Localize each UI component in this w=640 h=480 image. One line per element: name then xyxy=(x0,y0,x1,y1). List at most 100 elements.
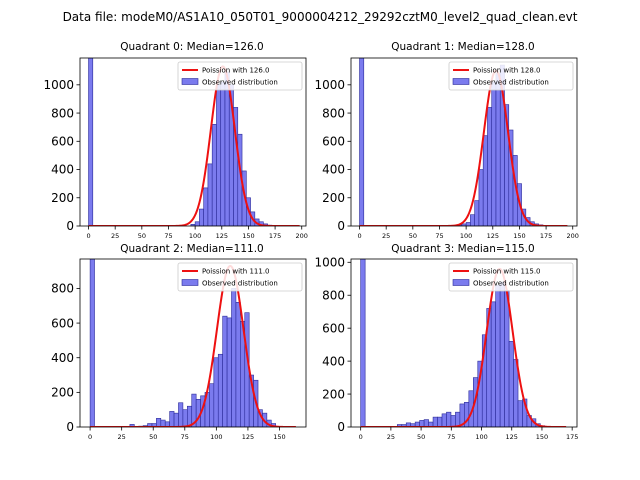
x-tick-label: 100 xyxy=(460,232,472,240)
histogram-bar xyxy=(182,409,188,427)
legend-bar-label: Observed distribution xyxy=(473,79,549,87)
figure-suptitle: Data file: modeM0/AS1A10_050T01_90000042… xyxy=(63,10,578,24)
x-tick-label: 75 xyxy=(447,433,455,441)
histogram-bar xyxy=(217,353,223,427)
axes-frame xyxy=(350,57,578,227)
axes-frame xyxy=(79,57,307,227)
histogram-bar xyxy=(194,221,200,226)
histogram-bar xyxy=(88,58,94,226)
x-tick-label: 25 xyxy=(111,232,119,240)
x-tick-label: 200 xyxy=(296,232,308,240)
x-tick-label: 175 xyxy=(540,232,552,240)
histogram-bar xyxy=(203,187,209,226)
x-tick-label: 125 xyxy=(242,433,254,441)
histogram-bar xyxy=(432,416,438,427)
y-tick-label: 1000 xyxy=(43,78,74,92)
y-tick-label: 400 xyxy=(322,354,345,368)
x-tick-label: 175 xyxy=(269,232,281,240)
y-tick-label: 1000 xyxy=(314,255,345,269)
x-tick-label: 150 xyxy=(513,232,525,240)
histogram-bar xyxy=(490,301,496,427)
histogram-bar xyxy=(178,402,184,427)
y-tick-label: 600 xyxy=(322,321,345,335)
legend-box xyxy=(448,262,574,292)
x-tick-label: 175 xyxy=(566,433,578,441)
x-tick-label: 125 xyxy=(216,232,228,240)
y-tick-label: 800 xyxy=(322,106,345,120)
panel-title: Quadrant 3: Median=115.0 xyxy=(391,243,534,255)
y-tick-label: 0 xyxy=(66,219,74,233)
histogram-bar xyxy=(156,418,162,427)
legend: Poission with 126.0 Observed distribution xyxy=(177,61,303,91)
x-tick-label: 25 xyxy=(387,433,395,441)
x-tick-label: 75 xyxy=(164,232,172,240)
y-tick-label: 0 xyxy=(337,219,345,233)
legend-bar-swatch xyxy=(452,78,470,85)
histogram-bar xyxy=(222,315,228,427)
x-tick-label: 0 xyxy=(86,232,90,240)
x-tick-label: 100 xyxy=(210,433,222,441)
panel-title: Quadrant 0: Median=126.0 xyxy=(120,41,263,53)
legend: Poission with 111.0 Observed distribution xyxy=(177,262,303,292)
y-tick-label: 600 xyxy=(322,134,345,148)
poisson-curve xyxy=(359,69,568,226)
legend-bar-swatch xyxy=(181,78,199,85)
x-tick-label: 75 xyxy=(181,433,189,441)
legend-box xyxy=(177,61,303,91)
legend-bar-swatch xyxy=(452,279,470,286)
x-tick-label: 150 xyxy=(242,232,254,240)
histogram-bar xyxy=(446,411,452,427)
y-tick-label: 400 xyxy=(51,351,74,365)
histogram-bar xyxy=(504,289,510,427)
histogram-bar xyxy=(199,208,204,226)
legend-box xyxy=(448,61,574,91)
y-tick-label: 1000 xyxy=(314,78,345,92)
histogram-bar xyxy=(231,288,237,427)
histogram-bar xyxy=(482,135,488,226)
legend-curve-label: Poission with 126.0 xyxy=(202,67,270,75)
histogram-bar xyxy=(235,301,241,427)
histogram-bar xyxy=(517,400,523,427)
histogram-bar xyxy=(213,357,219,427)
histogram-bar xyxy=(207,163,213,226)
histogram-bar xyxy=(129,424,135,427)
histogram-bar xyxy=(169,411,175,427)
histogram-bar xyxy=(465,222,471,226)
histogram-bar xyxy=(216,84,222,226)
x-tick-label: 100 xyxy=(475,433,487,441)
x-tick-label: 50 xyxy=(417,433,425,441)
legend-bar-label: Observed distribution xyxy=(473,280,549,288)
panel-quadrant-2: Quadrant 2: Median=111.0 0 25 50 75 100 125 15… xyxy=(51,243,307,441)
histogram-bar xyxy=(474,200,480,226)
y-tick-label: 600 xyxy=(51,316,74,330)
y-tick-label: 200 xyxy=(51,386,74,400)
panel-title: Quadrant 1: Median=128.0 xyxy=(391,41,534,53)
x-tick-label: 125 xyxy=(506,433,518,441)
y-tick-label: 0 xyxy=(337,420,345,434)
legend-box xyxy=(177,262,303,292)
x-tick-label: 50 xyxy=(138,232,146,240)
y-tick-label: 800 xyxy=(51,106,74,120)
histogram-bar xyxy=(487,107,493,226)
histogram-bar xyxy=(226,317,232,427)
histogram-bar xyxy=(495,73,501,226)
histogram-bar xyxy=(359,58,365,226)
y-tick-label: 400 xyxy=(51,163,74,177)
legend: Poission with 115.0 Observed distribution xyxy=(448,262,574,292)
histogram-bar xyxy=(508,341,514,427)
y-tick-label: 200 xyxy=(51,191,74,205)
x-tick-label: 25 xyxy=(382,232,390,240)
y-tick-label: 600 xyxy=(51,134,74,148)
legend-bar-swatch xyxy=(181,279,199,286)
x-tick-label: 0 xyxy=(359,433,363,441)
legend-bar-label: Observed distribution xyxy=(202,79,278,87)
histogram-bar xyxy=(441,413,447,427)
x-tick-label: 150 xyxy=(273,433,285,441)
histogram-bar xyxy=(495,285,501,427)
histogram-bar xyxy=(478,169,484,226)
poisson-curve xyxy=(90,264,296,427)
histogram-bar xyxy=(423,419,429,427)
poisson-curve xyxy=(360,267,567,427)
panel-quadrant-3: Quadrant 3: Median=115.0 0 25 50 75 100 125 15… xyxy=(314,243,578,441)
